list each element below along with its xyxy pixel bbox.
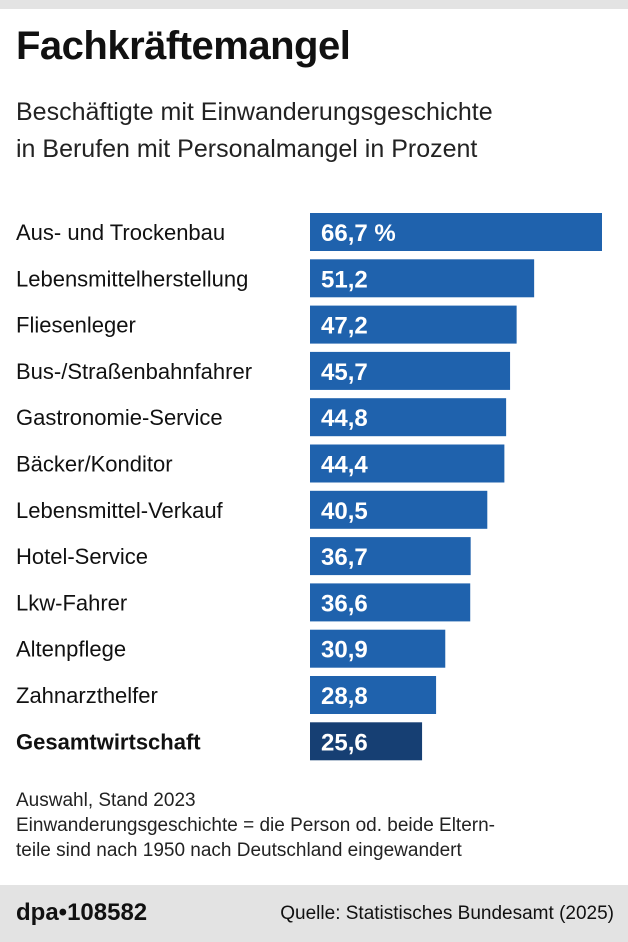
value-label: 36,7 [321, 544, 368, 571]
subtitle-line-1: Beschäftigte mit Einwanderungsgeschichte [16, 98, 493, 126]
bar [310, 444, 505, 483]
bar [310, 490, 488, 529]
category-label: Bäcker/Konditor [16, 452, 173, 477]
value-label: 36,6 [321, 590, 368, 617]
value-label: 44,4 [321, 452, 368, 479]
note-line-2: Einwanderungsgeschichte = die Person od.… [16, 815, 495, 836]
value-label: 66,7 % [321, 220, 396, 247]
category-label: Lebensmittel-Verkauf [16, 498, 224, 523]
bar-total [310, 722, 423, 761]
subtitle-line-2: in Berufen mit Personalmangel in Prozent [16, 135, 478, 163]
bar [310, 213, 602, 251]
category-label: Zahnarzthelfer [16, 683, 158, 708]
value-label: 25,6 [321, 729, 368, 756]
note-line-3: teile sind nach 1950 nach Deutschland ei… [16, 840, 462, 861]
chart-subtitle: Beschäftigte mit Einwanderungsgeschichte… [16, 94, 616, 168]
bar [310, 259, 535, 298]
category-label: Hotel-Service [16, 544, 148, 569]
value-label: 40,5 [321, 498, 368, 525]
category-label: Aus- und Trockenbau [16, 220, 225, 245]
note-line-1: Auswahl, Stand 2023 [16, 790, 196, 811]
bar [310, 537, 471, 576]
bar [310, 351, 511, 390]
dpa-logo: dpa•108582 [16, 899, 148, 926]
footer-bar: dpa•108582 Quelle: Statistisches Bundesa… [0, 885, 628, 942]
category-label: Gesamtwirtschaft [16, 729, 201, 754]
chart-notes: Auswahl, Stand 2023 Einwanderungsgeschic… [16, 788, 616, 863]
category-label: Gastronomie-Service [16, 405, 223, 430]
value-label: 47,2 [321, 313, 368, 340]
category-label: Lkw-Fahrer [16, 590, 127, 615]
bar [310, 398, 507, 437]
bar [310, 629, 446, 668]
source-note: Quelle: Statistisches Bundesamt (2025) [280, 903, 614, 924]
value-label: 45,7 [321, 359, 368, 386]
bar-chart: Aus- und Trockenbau 66,7 % Lebensmittelher… [16, 213, 602, 761]
category-label: Bus-/Straßenbahnfahrer [16, 359, 252, 384]
chart-title: Fachkräftemangel [16, 24, 351, 68]
category-label: Altenpflege [16, 637, 126, 662]
bar [310, 583, 471, 622]
value-label: 30,9 [321, 637, 368, 664]
value-label: 44,8 [321, 405, 368, 432]
value-label: 28,8 [321, 683, 368, 710]
category-label: Lebensmittelherstellung [16, 266, 248, 291]
value-label: 51,2 [321, 266, 368, 293]
top-bar [0, 0, 628, 9]
bar [310, 305, 517, 344]
category-label: Fliesenleger [16, 313, 136, 338]
bar [310, 676, 437, 714]
